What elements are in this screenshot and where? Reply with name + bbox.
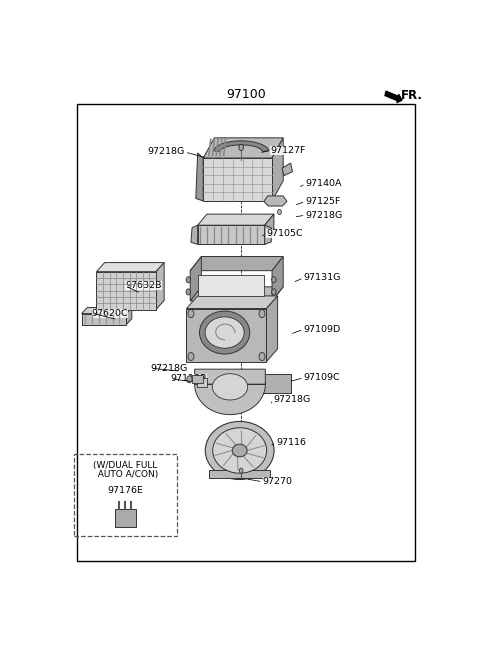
Text: (W/DUAL FULL: (W/DUAL FULL (93, 461, 157, 470)
Text: 97176E: 97176E (108, 486, 144, 495)
Text: 97131G: 97131G (304, 274, 341, 282)
Polygon shape (198, 214, 274, 225)
Text: 97632B: 97632B (125, 281, 162, 291)
Polygon shape (156, 262, 164, 310)
Polygon shape (191, 225, 198, 245)
Ellipse shape (232, 444, 247, 457)
Polygon shape (190, 287, 283, 301)
Polygon shape (282, 163, 292, 176)
Text: 97127F: 97127F (270, 146, 306, 155)
Text: 97218G: 97218G (150, 363, 188, 373)
Polygon shape (82, 314, 126, 325)
Text: 97116: 97116 (276, 438, 307, 447)
Polygon shape (272, 138, 283, 201)
Text: 97109D: 97109D (304, 325, 341, 334)
Polygon shape (195, 369, 265, 415)
Circle shape (259, 352, 265, 361)
Text: 97109C: 97109C (304, 373, 340, 382)
Polygon shape (126, 308, 132, 325)
Polygon shape (264, 196, 287, 206)
Ellipse shape (213, 428, 267, 473)
Text: 97218G: 97218G (273, 395, 311, 404)
Polygon shape (272, 256, 283, 301)
Text: 97218G: 97218G (147, 148, 185, 157)
Circle shape (188, 352, 194, 361)
Polygon shape (115, 509, 135, 527)
Circle shape (259, 310, 265, 318)
Ellipse shape (205, 317, 244, 348)
Polygon shape (190, 256, 202, 301)
Polygon shape (198, 225, 264, 245)
Polygon shape (209, 470, 270, 478)
Text: 97270: 97270 (263, 478, 293, 486)
Polygon shape (214, 141, 269, 152)
Polygon shape (203, 158, 272, 201)
Ellipse shape (205, 421, 274, 480)
Bar (74, 453, 177, 536)
Circle shape (188, 310, 194, 318)
Polygon shape (198, 275, 264, 296)
Polygon shape (197, 374, 290, 393)
Polygon shape (203, 138, 283, 158)
Polygon shape (82, 308, 132, 314)
Text: 97620C: 97620C (92, 308, 128, 318)
Circle shape (239, 144, 243, 150)
Circle shape (187, 376, 192, 383)
Polygon shape (186, 308, 266, 361)
Ellipse shape (212, 374, 248, 400)
Polygon shape (197, 378, 207, 387)
Text: 97218G: 97218G (305, 211, 343, 220)
Circle shape (272, 289, 276, 295)
Circle shape (186, 277, 191, 283)
Text: 97125F: 97125F (305, 197, 341, 206)
Polygon shape (96, 262, 164, 272)
Text: AUTO A/CON): AUTO A/CON) (92, 470, 158, 480)
Polygon shape (96, 272, 156, 310)
Text: 97100: 97100 (226, 89, 266, 102)
Text: 97105C: 97105C (266, 229, 303, 237)
Ellipse shape (200, 311, 250, 354)
Polygon shape (186, 296, 277, 308)
Circle shape (186, 289, 191, 295)
Polygon shape (192, 375, 203, 383)
Text: FR.: FR. (400, 89, 422, 102)
Circle shape (240, 468, 243, 473)
Polygon shape (266, 296, 277, 361)
FancyArrow shape (385, 91, 402, 102)
Polygon shape (196, 153, 203, 201)
Polygon shape (264, 214, 274, 245)
Polygon shape (264, 225, 271, 245)
Circle shape (272, 277, 276, 283)
Text: 97113B: 97113B (171, 375, 207, 383)
Text: 97140A: 97140A (305, 179, 342, 188)
Circle shape (277, 209, 281, 215)
Polygon shape (190, 256, 283, 271)
